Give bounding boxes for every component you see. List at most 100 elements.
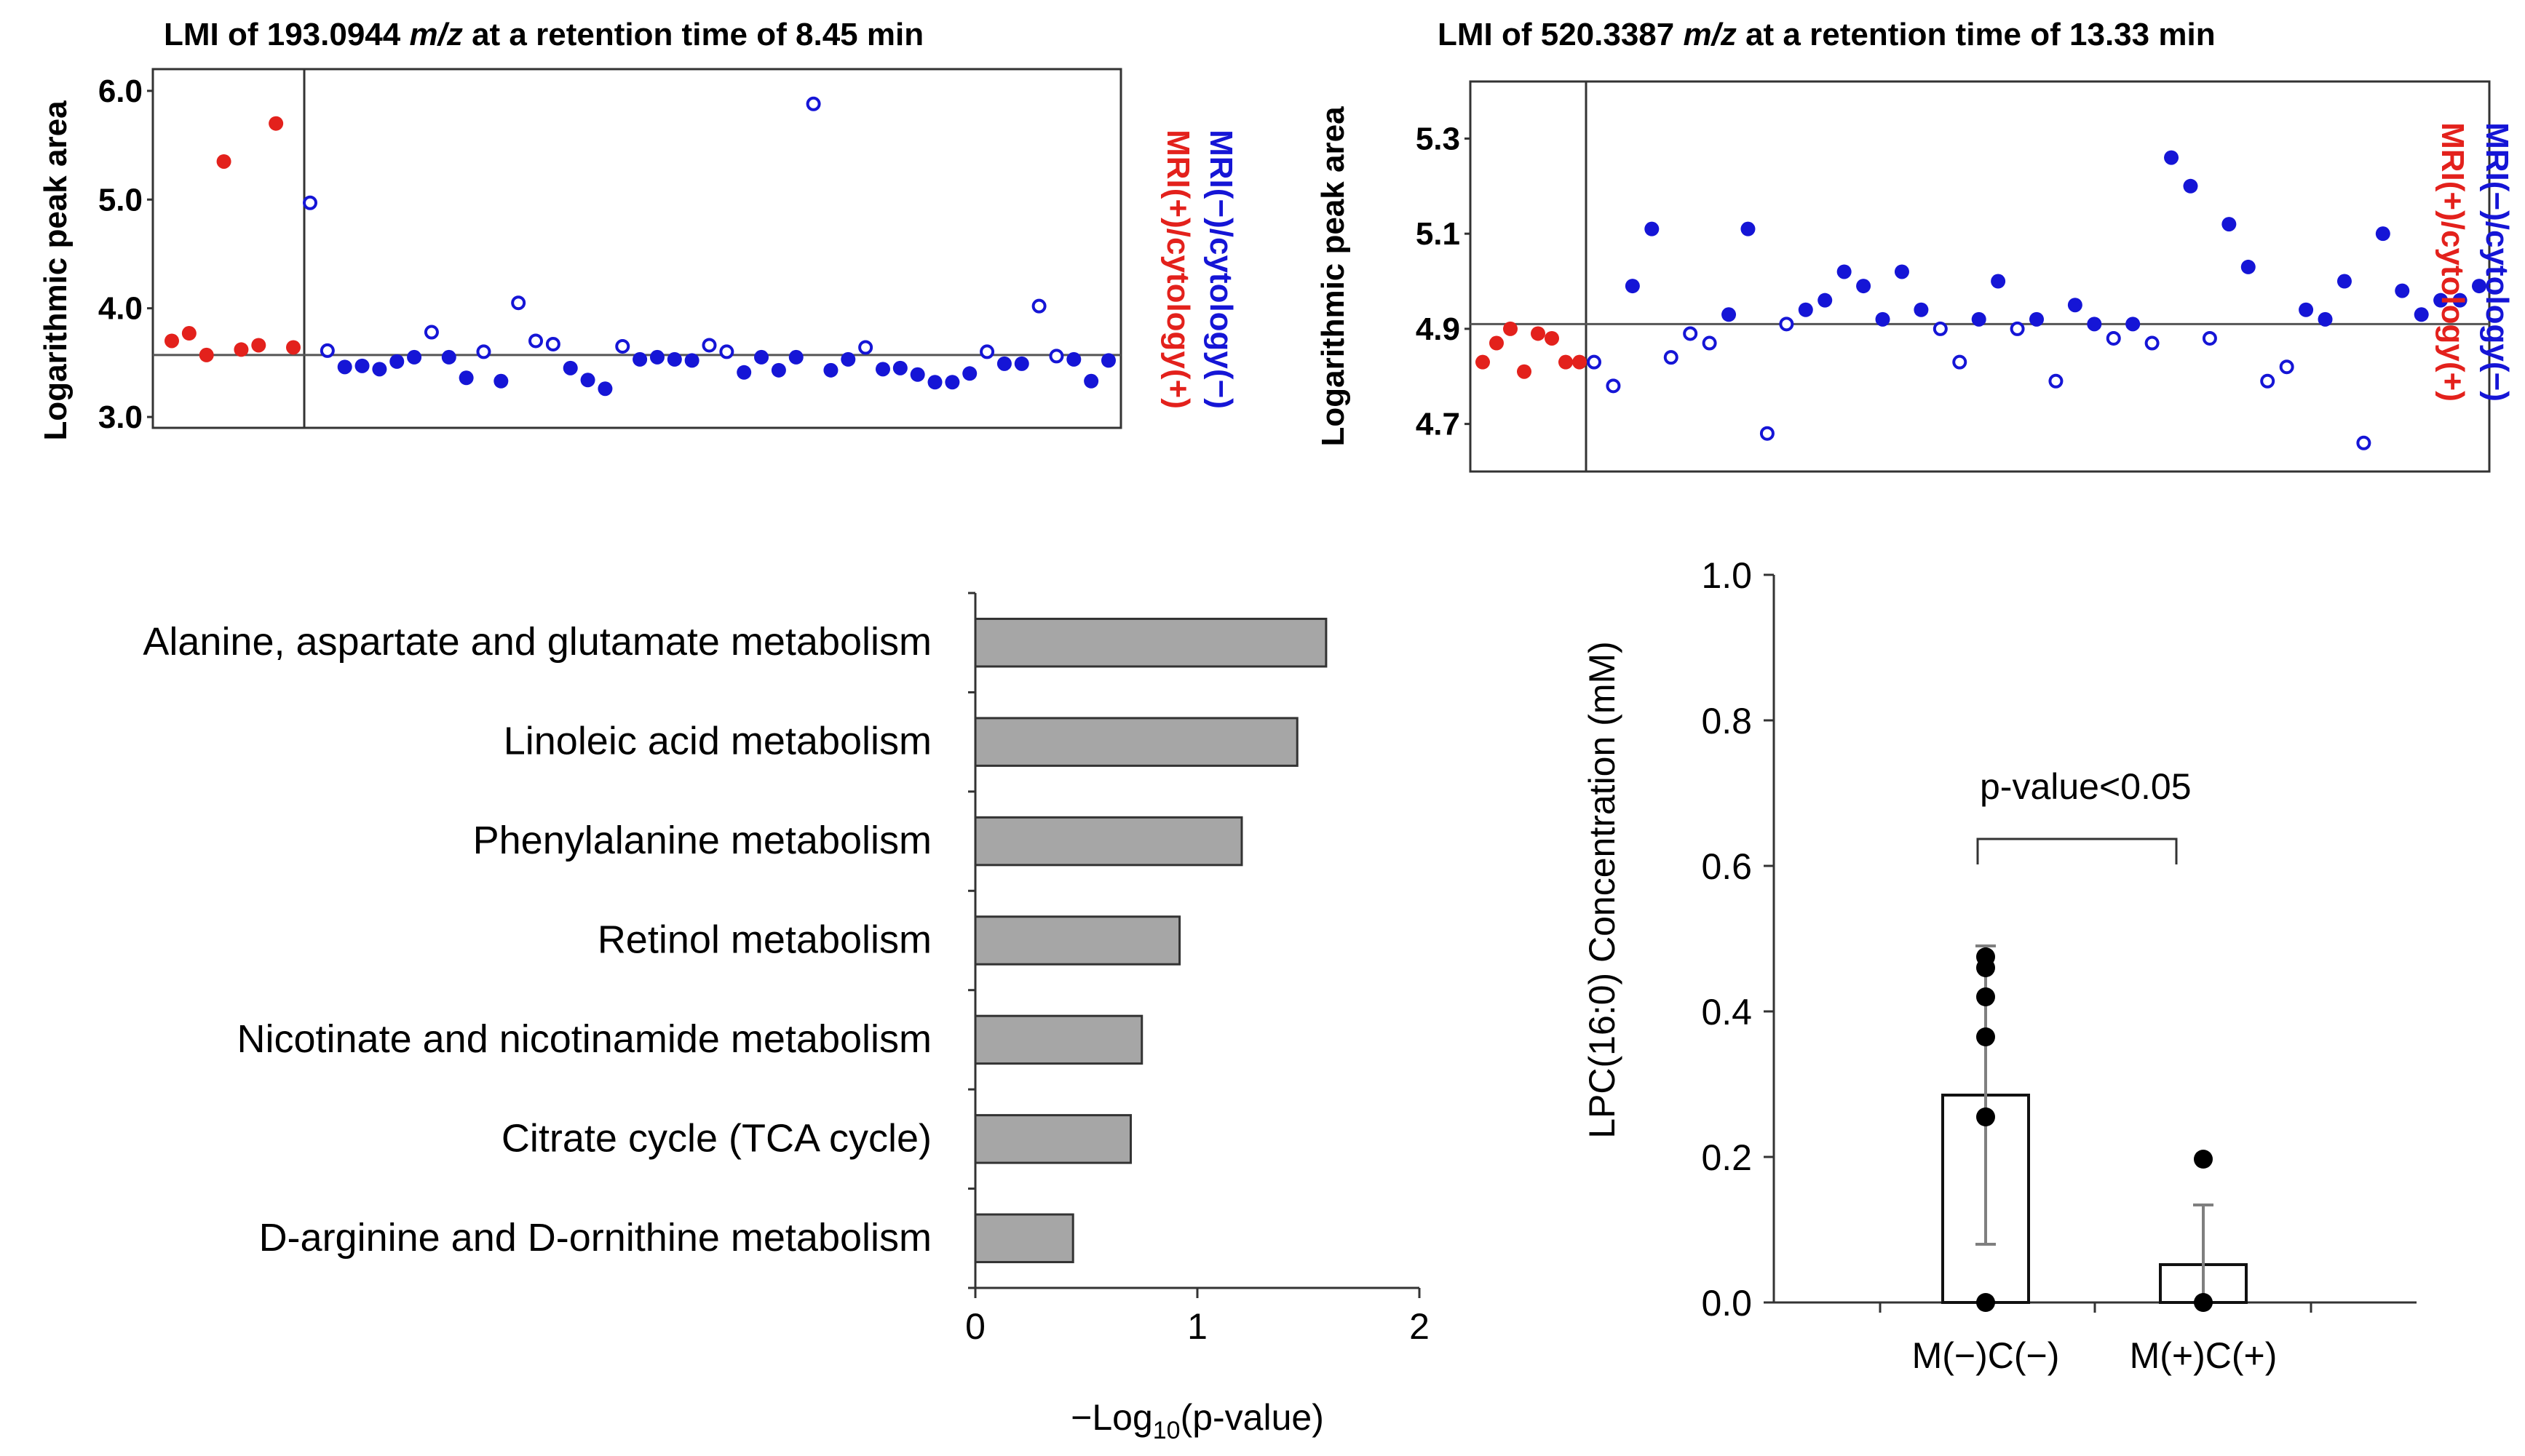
pA-point-mri-neg: [320, 343, 335, 358]
pathway-bars: [974, 617, 1328, 1264]
pA-ytick-label: 6.0: [98, 73, 143, 109]
pA-point-mri-neg: [875, 362, 890, 377]
pB-point-mri-neg: [1875, 311, 1890, 327]
pA-point-mri-neg: [563, 360, 578, 375]
pB-point-mri-neg: [2336, 274, 2352, 289]
pB-point-mri-pos: [1572, 354, 1587, 370]
pB-point-mri-neg: [2414, 307, 2429, 322]
pB-point-mri-neg: [1625, 279, 1640, 294]
pB-point-mri-neg: [1836, 264, 1852, 279]
pB-point-mri-neg: [2221, 217, 2237, 232]
lpc-category-label: M(−)C(−): [1912, 1335, 2060, 1376]
pathway-xtick-label: 0: [965, 1306, 986, 1347]
pathway-xtick-label: 1: [1187, 1306, 1208, 1347]
pA-point-mri-neg: [754, 349, 769, 365]
pA-ytick-label: 3.0: [98, 399, 143, 435]
pA-point-mri-pos: [164, 333, 179, 349]
pB-point-mri-pos: [1503, 321, 1518, 336]
lpc-bar-chart: LPC(16:0) Concentration (mM) 0.00.20.40.…: [1582, 555, 2417, 1376]
pB-point-mri-neg: [1818, 293, 1833, 308]
lpc-data-point: [1976, 987, 1995, 1006]
lpc-ytick-label: 0.2: [1701, 1137, 1752, 1178]
lpc-data-point: [2194, 1293, 2213, 1312]
lpc-data-point: [1976, 1027, 1995, 1046]
pA-point-mri-neg: [1031, 298, 1047, 314]
pA-point-mri-neg: [771, 362, 786, 378]
pA-ytick-label: 4.0: [98, 291, 143, 327]
pA-point-mri-neg: [823, 362, 839, 378]
pA-point-mri-neg: [980, 344, 995, 359]
pA-point-mri-neg: [633, 351, 648, 367]
lpc-category-labels: M(−)C(−) M(+)C(+): [1912, 1335, 2278, 1376]
pA-point-mri-neg: [545, 336, 560, 351]
panel-b-title: LMI of 520.3387 m/z at a retention time …: [1438, 17, 2216, 52]
panel-a-ylabel: Logarithmic peak area: [38, 100, 74, 441]
pB-point-mri-neg: [1663, 350, 1678, 365]
pB-point-mri-neg: [2318, 311, 2333, 327]
pB-point-mri-neg: [1740, 221, 1756, 236]
pB-point-mri-neg: [1894, 264, 1909, 279]
pB-point-mri-neg: [2279, 359, 2294, 375]
pA-point-mri-neg: [927, 375, 943, 390]
pB-ytick-label: 5.3: [1416, 121, 1460, 156]
pB-point-mri-neg: [2433, 293, 2449, 308]
panel-b-plot-frame: [1469, 80, 2491, 473]
pA-point-mri-pos: [269, 116, 284, 131]
pA-point-mri-neg: [337, 359, 352, 375]
pB-point-mri-pos: [1558, 354, 1573, 370]
pA-point-mri-neg: [598, 381, 613, 397]
pB-point-mri-neg: [1798, 302, 1813, 317]
pA-point-mri-neg: [1101, 353, 1116, 368]
scatter-panel-a: LMI of 193.0944 m/z at a retention time …: [38, 17, 1239, 441]
pA-point-mri-neg: [702, 338, 717, 353]
pathway-bar: [974, 1014, 1143, 1065]
pA-point-mri-neg: [1084, 373, 1099, 389]
pA-point-mri-neg: [615, 338, 630, 354]
pA-point-mri-pos: [286, 340, 301, 355]
pB-point-mri-neg: [1759, 426, 1775, 441]
pB-point-mri-neg: [1683, 326, 1698, 341]
pB-point-mri-neg: [1587, 354, 1601, 370]
pB-point-mri-neg: [1914, 302, 1929, 317]
pA-point-mri-neg: [996, 356, 1012, 371]
pB-point-mri-neg: [1971, 311, 1986, 327]
pA-point-mri-neg: [389, 354, 405, 369]
pB-point-mri-pos: [1545, 330, 1559, 346]
pA-point-mri-neg: [858, 340, 873, 355]
lpc-data-point: [1976, 958, 1995, 977]
panel-b-points: [1475, 150, 2486, 450]
pathway-bar: [974, 1114, 1132, 1164]
pathway-label: Retinol metabolism: [598, 918, 932, 962]
pathway-bar: [974, 915, 1181, 966]
pB-point-mri-neg: [2452, 293, 2467, 308]
pA-point-mri-neg: [459, 370, 474, 386]
panel-a-y-ticks: 6.0 5.0 4.0 3.0: [98, 73, 153, 435]
pA-point-mri-neg: [667, 351, 682, 367]
pathway-category-labels: Alanine, aspartate and glutamate metabol…: [143, 620, 932, 1260]
lpc-ytick-label: 0.4: [1701, 992, 1752, 1033]
pathway-label: Phenylalanine metabolism: [473, 819, 932, 862]
lpc-ytick-label: 0.0: [1701, 1283, 1752, 1324]
pA-point-mri-neg: [910, 367, 925, 382]
pB-point-mri-neg: [1933, 321, 1948, 336]
lpc-ytick-label: 0.6: [1701, 846, 1752, 887]
pB-point-mri-neg: [1721, 307, 1737, 322]
pB-point-mri-neg: [1952, 354, 1967, 370]
pathway-bar: [974, 816, 1243, 867]
pB-point-mri-neg: [2472, 279, 2486, 294]
panel-b-legend-mri-pos: MRI(+)/cytology(+): [2435, 122, 2470, 402]
pB-point-mri-neg: [2144, 335, 2160, 351]
pA-ytick-label: 5.0: [98, 182, 143, 218]
pB-point-mri-neg: [2029, 311, 2044, 327]
pathway-bar: [974, 717, 1299, 767]
lpc-y-ticks: 0.0 0.2 0.4 0.6 0.8 1.0: [1701, 555, 1774, 1324]
pA-point-mri-neg: [945, 375, 960, 390]
pB-point-mri-neg: [2395, 283, 2410, 298]
lpc-ytick-label: 1.0: [1701, 555, 1752, 596]
pA-point-mri-neg: [737, 365, 752, 380]
pB-point-mri-neg: [2048, 373, 2064, 389]
pA-point-mri-neg: [354, 358, 370, 373]
pA-point-mri-neg: [649, 349, 665, 365]
panel-a-plot-frame: [151, 68, 1122, 429]
pB-point-mri-pos: [1489, 335, 1504, 351]
